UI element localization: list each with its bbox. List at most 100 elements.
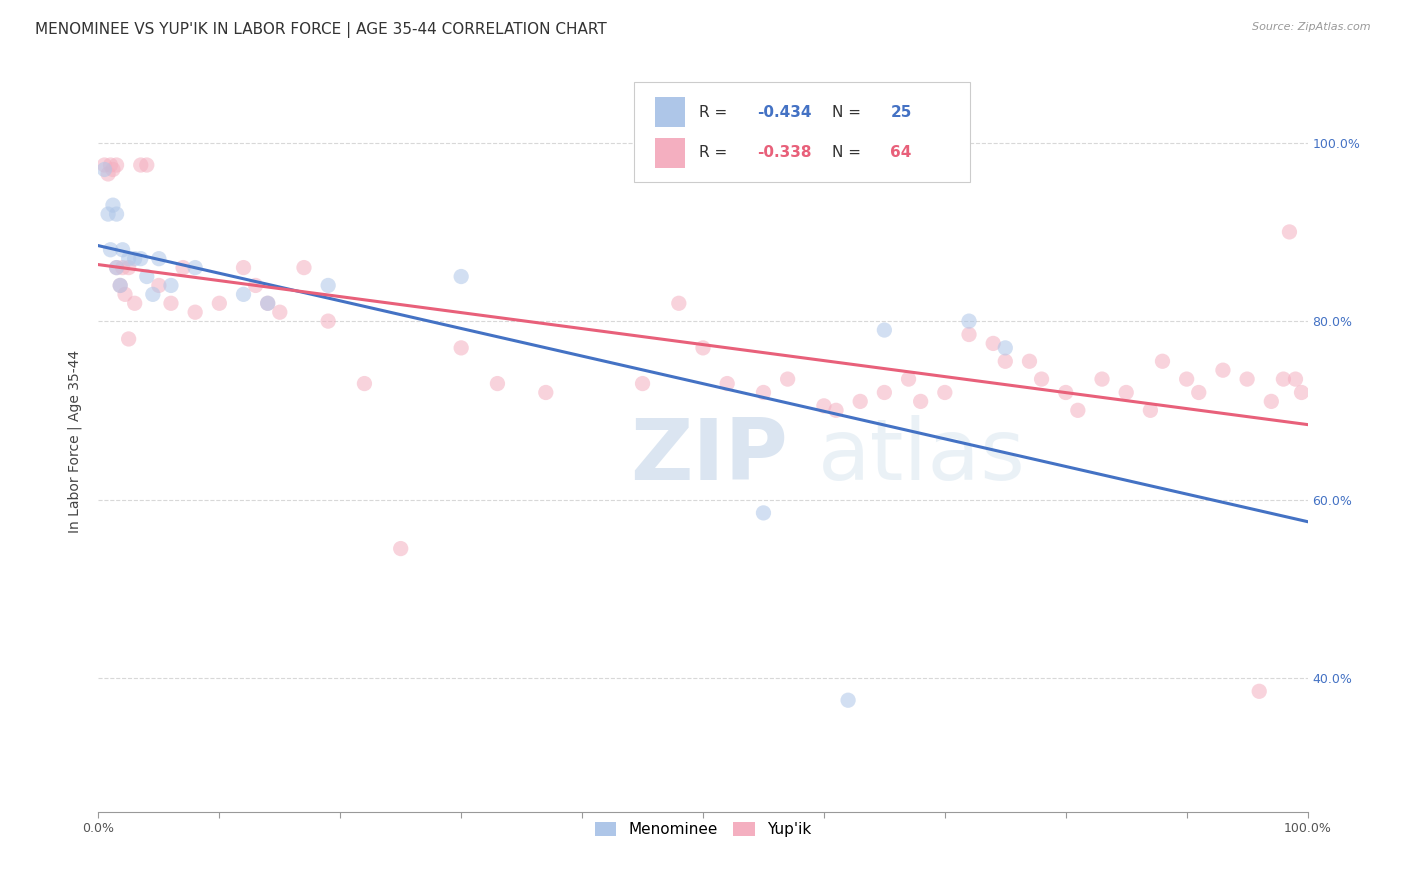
Text: R =: R = [699,104,733,120]
Point [160,278,183,293]
Point [118,252,141,266]
Point [118,332,141,346]
Point [752,506,775,520]
Point [1054,385,1077,400]
Point [1115,385,1137,400]
Point [105,260,128,275]
Point [232,287,254,301]
Point [208,296,231,310]
FancyBboxPatch shape [655,97,685,127]
Point [292,260,315,275]
Point [256,296,278,310]
Text: N =: N = [832,145,866,161]
Point [135,269,157,284]
Y-axis label: In Labor Force | Age 35-44: In Labor Force | Age 35-44 [67,350,83,533]
Point [897,372,920,386]
Point [1188,385,1211,400]
Point [1278,225,1301,239]
Point [1152,354,1174,368]
Point [269,305,291,319]
Point [111,260,134,275]
Point [1175,372,1198,386]
Point [142,287,165,301]
Point [1236,372,1258,386]
Point [1031,372,1053,386]
Point [108,278,131,293]
Point [148,252,170,266]
Point [316,278,339,293]
Point [129,158,152,172]
Point [668,296,690,310]
Point [813,399,835,413]
Point [994,354,1017,368]
Point [256,296,278,310]
Point [135,158,157,172]
Point [97,167,120,181]
Point [752,385,775,400]
Point [114,287,136,301]
Point [981,336,1004,351]
Text: -0.338: -0.338 [758,145,811,161]
Point [450,341,472,355]
Point [148,278,170,293]
Point [105,260,128,275]
Text: atlas: atlas [818,415,1026,498]
Point [1018,354,1040,368]
Point [873,385,896,400]
Point [534,385,557,400]
Point [1212,363,1234,377]
Point [184,260,207,275]
Point [172,260,194,275]
Point [100,158,122,172]
Point [124,252,146,266]
Point [957,327,980,342]
Text: N =: N = [832,104,866,120]
Point [1091,372,1114,386]
Point [825,403,848,417]
Point [486,376,509,391]
Point [1260,394,1282,409]
Legend: Menominee, Yup'ik: Menominee, Yup'ik [588,814,818,845]
Point [232,260,254,275]
Text: MENOMINEE VS YUP'IK IN LABOR FORCE | AGE 35-44 CORRELATION CHART: MENOMINEE VS YUP'IK IN LABOR FORCE | AGE… [35,22,607,38]
Point [245,278,267,293]
FancyBboxPatch shape [634,82,970,183]
Point [934,385,956,400]
Point [873,323,896,337]
Point [101,198,124,212]
Point [184,305,207,319]
Point [716,376,738,391]
Point [105,158,128,172]
Point [101,162,124,177]
Text: 25: 25 [890,104,912,120]
Point [1291,385,1313,400]
Point [97,207,120,221]
Text: R =: R = [699,145,733,161]
Point [910,394,932,409]
Point [692,341,714,355]
Point [1067,403,1090,417]
Point [129,252,152,266]
Point [450,269,472,284]
Text: 64: 64 [890,145,912,161]
Point [108,278,131,293]
Point [1249,684,1271,698]
Point [1284,372,1306,386]
Point [316,314,339,328]
Point [1139,403,1161,417]
Point [100,243,122,257]
Point [353,376,375,391]
FancyBboxPatch shape [655,138,685,168]
Point [994,341,1017,355]
Point [776,372,799,386]
Text: Source: ZipAtlas.com: Source: ZipAtlas.com [1253,22,1371,32]
Point [105,207,128,221]
Point [837,693,859,707]
Point [118,260,141,275]
Point [849,394,872,409]
Point [1272,372,1295,386]
Point [957,314,980,328]
Point [631,376,654,391]
Text: -0.434: -0.434 [758,104,811,120]
Point [111,243,134,257]
